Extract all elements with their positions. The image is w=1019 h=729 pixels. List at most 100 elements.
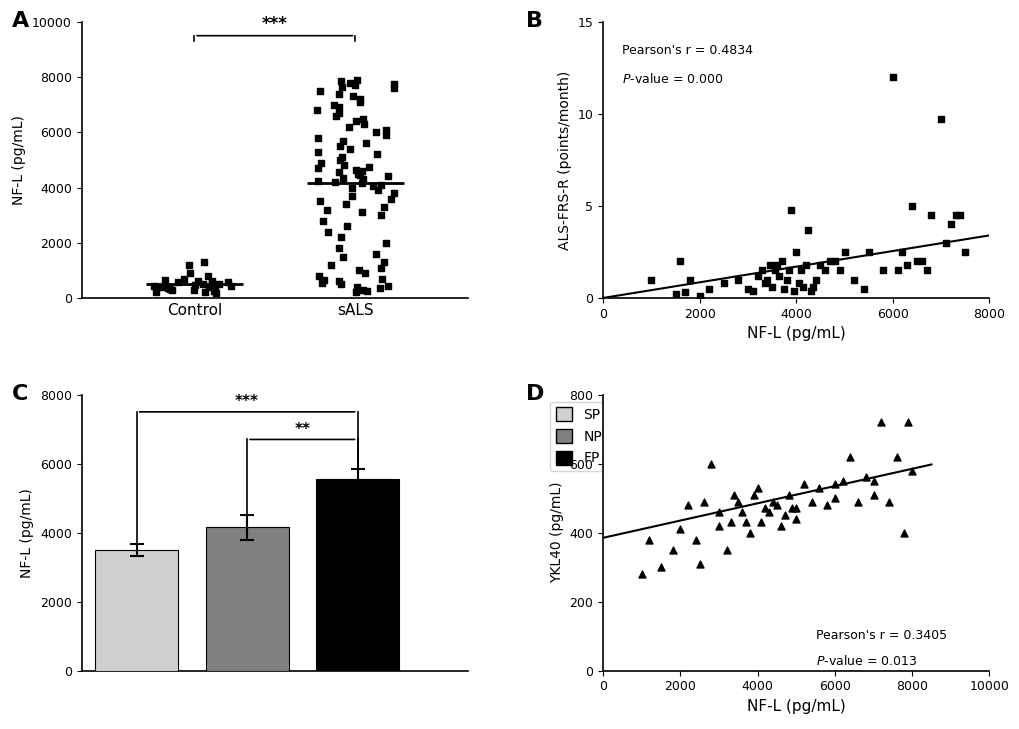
Point — [872, 416, 889, 428]
Point — [768, 259, 785, 270]
Point — [830, 265, 847, 276]
Point — [857, 472, 873, 483]
Point — [196, 256, 212, 268]
Point — [316, 274, 332, 286]
Point — [804, 281, 820, 293]
Point — [803, 496, 819, 507]
Point — [836, 246, 852, 258]
Text: A: A — [12, 11, 30, 31]
Point — [734, 506, 750, 518]
Point — [330, 166, 346, 178]
Point — [710, 506, 727, 518]
Point — [737, 516, 753, 528]
Point — [802, 285, 818, 297]
Point — [379, 171, 395, 182]
Point — [795, 478, 811, 490]
Point — [332, 278, 348, 290]
Point — [346, 79, 363, 91]
Point — [371, 282, 387, 294]
Point — [333, 152, 350, 163]
Point — [343, 182, 360, 193]
Point — [206, 285, 222, 297]
Point — [352, 93, 368, 105]
Text: ***: *** — [262, 15, 287, 34]
Point — [922, 209, 938, 221]
Bar — [206, 528, 288, 671]
Point — [641, 534, 657, 545]
Point — [807, 273, 823, 285]
Point — [672, 523, 688, 535]
Point — [753, 516, 769, 528]
Point — [185, 284, 202, 296]
Point — [956, 246, 972, 258]
Point — [334, 172, 351, 184]
X-axis label: NF-L (pg/mL): NF-L (pg/mL) — [746, 699, 845, 714]
Point — [330, 87, 346, 99]
Point — [355, 113, 371, 125]
Point — [334, 81, 351, 93]
Point — [310, 175, 326, 187]
Point — [744, 285, 760, 297]
Point — [681, 273, 697, 285]
Point — [314, 277, 330, 289]
Point — [190, 275, 206, 286]
Y-axis label: YKL40 (pg/mL): YKL40 (pg/mL) — [549, 482, 564, 583]
Point — [335, 251, 352, 262]
Bar — [96, 550, 178, 671]
Point — [355, 284, 371, 295]
Point — [341, 143, 358, 155]
Point — [842, 451, 858, 462]
X-axis label: NF-L (pg/mL): NF-L (pg/mL) — [746, 327, 845, 341]
Point — [777, 273, 794, 285]
Point — [643, 273, 659, 285]
Point — [784, 503, 800, 515]
Point — [372, 262, 388, 273]
Point — [896, 527, 912, 539]
Point — [356, 118, 372, 130]
Bar — [316, 479, 398, 671]
Point — [652, 561, 668, 573]
Point — [352, 96, 368, 108]
Point — [385, 78, 401, 90]
Point — [785, 285, 801, 297]
Point — [355, 174, 371, 185]
Point — [687, 534, 703, 545]
Point — [357, 268, 373, 279]
Point — [351, 265, 367, 276]
Point — [201, 281, 217, 293]
Point — [310, 132, 326, 144]
Point — [204, 277, 220, 289]
Point — [207, 283, 223, 295]
Point — [860, 246, 876, 258]
Point — [319, 204, 335, 216]
Point — [888, 451, 904, 462]
Point — [375, 201, 391, 213]
Point — [821, 255, 838, 267]
Point — [758, 273, 774, 285]
Point — [753, 265, 770, 276]
Point — [354, 178, 370, 190]
Point — [741, 527, 757, 539]
Point — [864, 475, 880, 487]
Point — [771, 520, 788, 531]
Y-axis label: NF-L (pg/mL): NF-L (pg/mL) — [20, 488, 35, 577]
Point — [347, 286, 364, 298]
Point — [340, 121, 357, 133]
Point — [663, 544, 680, 555]
Point — [710, 520, 727, 531]
Point — [313, 157, 329, 168]
Point — [350, 168, 366, 179]
Point — [203, 276, 219, 287]
Point — [342, 77, 359, 88]
Legend: SP, NP, FP: SP, NP, FP — [549, 402, 607, 471]
Point — [788, 513, 804, 525]
Point — [702, 458, 718, 469]
Point — [826, 255, 843, 267]
Point — [373, 273, 389, 284]
Point — [359, 285, 375, 297]
Point — [312, 195, 328, 207]
Point — [932, 114, 949, 125]
Point — [811, 259, 827, 270]
Point — [816, 265, 833, 276]
Point — [726, 489, 742, 501]
